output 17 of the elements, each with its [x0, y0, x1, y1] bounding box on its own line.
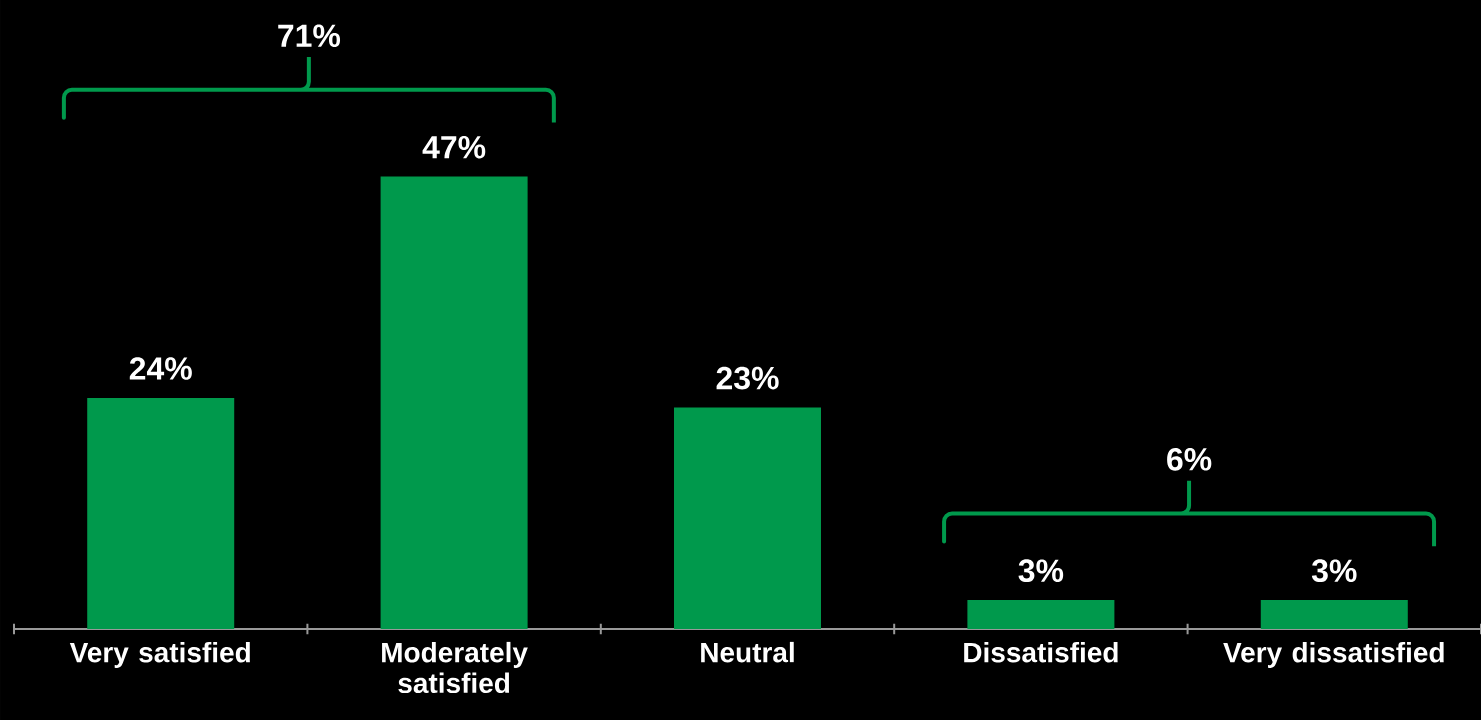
- bar: [674, 407, 821, 629]
- x-tick-label: Dissatisfied: [964, 641, 1118, 663]
- x-tick-label: Moderately satisfied: [382, 641, 528, 694]
- data-label: 23%: [716, 366, 779, 390]
- x-tick-label: Very dissatisfied: [1223, 641, 1444, 668]
- data-label: 47%: [422, 135, 486, 159]
- data-label: 24%: [129, 357, 192, 380]
- bar: [87, 397, 235, 629]
- data-label: 3%: [1311, 559, 1357, 583]
- x-tick-label: Neutral: [701, 641, 794, 663]
- text: 71%: [278, 24, 341, 48]
- data-label: 3%: [1018, 559, 1064, 583]
- bar: [380, 176, 528, 629]
- x-tick-label: Very satisfied: [69, 641, 250, 668]
- bar: [967, 600, 1115, 629]
- bar: [1260, 600, 1408, 629]
- annotation: 6%: [1167, 448, 1212, 471]
